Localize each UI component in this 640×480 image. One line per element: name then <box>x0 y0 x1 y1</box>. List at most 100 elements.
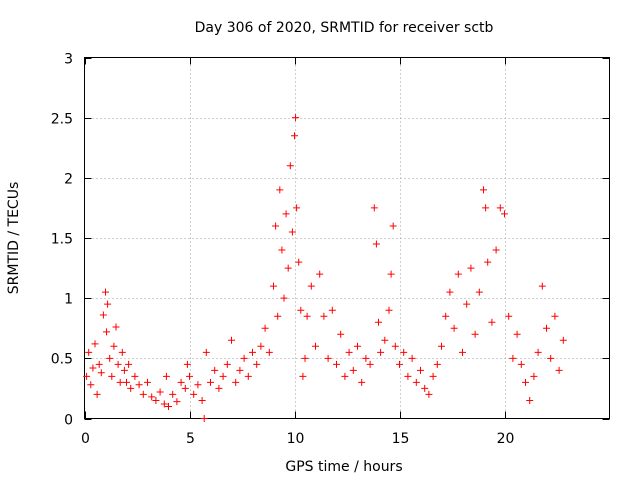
chart-title: Day 306 of 2020, SRMTID for receiver sct… <box>195 20 494 36</box>
data-point <box>559 336 567 344</box>
data-point <box>270 282 277 290</box>
data-point <box>425 390 433 398</box>
data-point <box>400 348 408 356</box>
y-axis-label: SRMTID / TECUs <box>6 182 22 295</box>
data-point <box>284 264 292 272</box>
data-point <box>475 288 483 296</box>
data-point <box>131 372 139 380</box>
data-point <box>293 204 301 212</box>
y-tick-label: 2 <box>64 172 73 188</box>
data-point <box>396 360 403 368</box>
data-point <box>165 402 172 410</box>
data-point <box>295 258 303 266</box>
data-point <box>253 360 261 368</box>
grid-lines <box>84 57 610 419</box>
data-point <box>118 348 126 356</box>
data-point <box>551 312 559 320</box>
data-point <box>484 258 492 266</box>
data-point <box>377 348 385 356</box>
data-point <box>89 364 97 372</box>
data-point <box>249 348 256 356</box>
data-point <box>85 348 93 356</box>
data-point <box>219 372 227 380</box>
data-point <box>345 348 353 356</box>
data-point <box>522 378 529 386</box>
y-tick-label: 0.5 <box>51 352 73 368</box>
data-point <box>110 342 118 350</box>
data-point <box>509 354 517 362</box>
data-point <box>442 312 450 320</box>
data-point <box>276 186 284 194</box>
data-point <box>454 270 462 278</box>
data-point <box>223 360 231 368</box>
data-point <box>389 222 397 230</box>
data-point <box>207 378 214 386</box>
axis-ticks: 0 0.5 1 1.5 2 2.5 3 0 5 10 15 20 <box>51 52 610 447</box>
data-point <box>299 372 307 380</box>
data-point <box>190 390 198 398</box>
data-point <box>488 318 496 326</box>
data-points <box>83 114 567 422</box>
data-point <box>291 132 298 140</box>
x-tick-label: 15 <box>392 431 410 447</box>
data-point <box>438 342 445 350</box>
data-point <box>480 186 487 194</box>
data-point <box>288 228 296 236</box>
data-point <box>244 372 252 380</box>
data-point <box>362 354 370 362</box>
data-point <box>97 369 105 377</box>
data-point <box>496 204 504 212</box>
data-point <box>505 312 513 320</box>
data-point <box>446 288 454 296</box>
data-point <box>307 282 315 290</box>
x-tick-label: 5 <box>186 431 195 447</box>
data-point <box>123 378 130 386</box>
data-point <box>404 372 412 380</box>
data-point <box>417 366 424 374</box>
data-point <box>156 388 164 396</box>
data-point <box>354 342 361 350</box>
data-point <box>282 210 290 218</box>
data-point <box>526 396 534 404</box>
data-point <box>429 372 437 380</box>
data-point <box>337 330 345 338</box>
data-point <box>108 372 116 380</box>
data-point <box>183 360 191 368</box>
data-point <box>148 393 156 401</box>
data-point <box>104 300 112 308</box>
data-point <box>316 270 324 278</box>
data-point <box>228 336 235 344</box>
data-point <box>177 378 185 386</box>
data-point <box>328 306 336 314</box>
data-point <box>198 396 206 404</box>
data-point <box>555 366 563 374</box>
data-point <box>169 390 177 398</box>
data-point <box>301 354 309 362</box>
data-point <box>152 396 160 404</box>
data-point <box>408 354 416 362</box>
data-point <box>106 354 114 362</box>
plot-frame <box>84 57 610 419</box>
data-point <box>412 378 420 386</box>
data-point <box>144 378 151 386</box>
data-point <box>120 366 128 374</box>
data-point <box>372 240 380 248</box>
data-point <box>91 340 99 348</box>
data-point <box>114 360 122 368</box>
data-point <box>385 306 393 314</box>
data-point <box>181 384 189 392</box>
data-point <box>303 312 311 320</box>
y-tick-label: 3 <box>64 52 73 68</box>
data-point <box>333 360 340 368</box>
data-point <box>112 323 120 331</box>
data-point <box>513 330 521 338</box>
data-point <box>530 372 538 380</box>
data-point <box>324 354 332 362</box>
data-point <box>286 162 294 170</box>
data-point <box>240 354 248 362</box>
y-tick-label: 1 <box>64 292 73 308</box>
data-point <box>93 390 101 398</box>
data-point <box>99 311 107 319</box>
data-point <box>471 330 479 338</box>
